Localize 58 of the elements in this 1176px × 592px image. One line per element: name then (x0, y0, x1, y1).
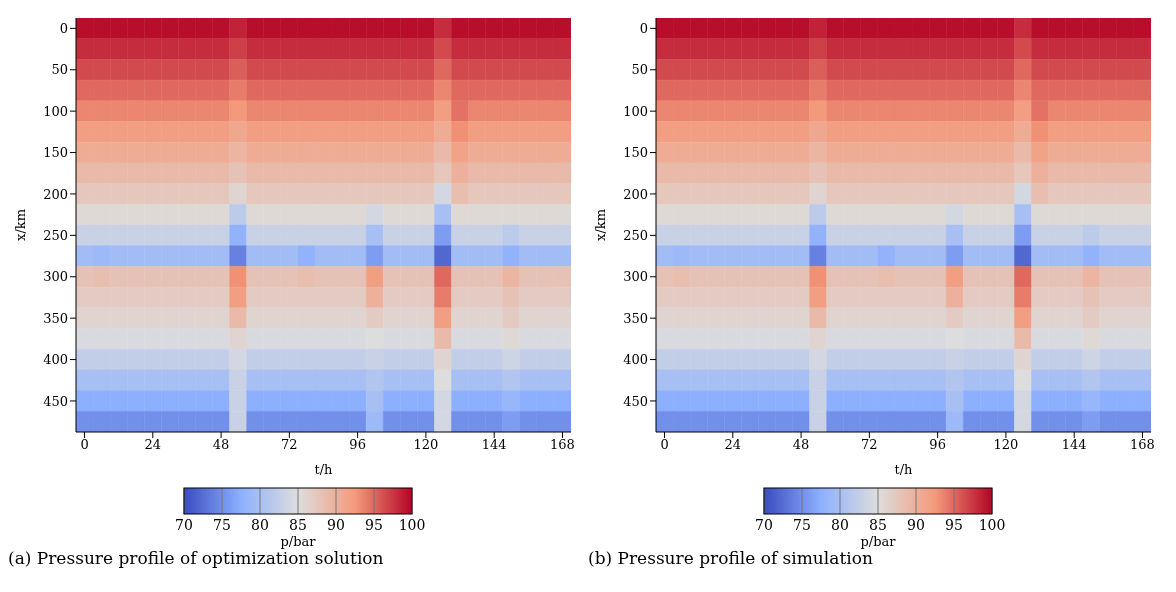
y-tick-label: 50 (51, 62, 68, 78)
y-tick-label: 50 (631, 62, 648, 78)
y-tick-label: 300 (623, 269, 648, 285)
color-bar-label: 100 (398, 517, 426, 533)
x-tick-label: 48 (792, 437, 810, 453)
x-tick-label: 48 (212, 437, 230, 453)
y-tick-label: 150 (43, 145, 68, 161)
color-bar-title: p/bar (280, 534, 317, 549)
text: (a) Pressure profile of optimization solution (8, 548, 385, 568)
y-tick-label: 100 (43, 103, 68, 119)
y-tick-label: 300 (43, 269, 68, 285)
x-tick-label: 168 (550, 437, 575, 453)
x-tick-label: 144 (481, 437, 507, 453)
y-tick-label: 200 (43, 186, 68, 202)
y-tick-label: 250 (43, 227, 68, 243)
y-tick-label: 350 (43, 310, 68, 326)
y-tick-label: 0 (639, 20, 648, 36)
color-bar-label: 70 (175, 517, 193, 533)
y-axis-title: x/km (592, 209, 608, 241)
x-axis-title: t/h (314, 462, 334, 477)
y-tick-label: 400 (623, 352, 648, 368)
color-bar-label: 85 (289, 517, 307, 533)
y-tick-label: 450 (623, 393, 648, 409)
text: (b) Pressure profile of simulation (588, 548, 873, 568)
x-tick-label: 0 (80, 437, 89, 453)
color-bar-label: 80 (831, 517, 849, 533)
color-bar-label: 75 (213, 517, 231, 533)
x-tick-label: 96 (929, 437, 946, 453)
color-bar-label: 70 (755, 517, 773, 533)
color-bar-label: 85 (869, 517, 887, 533)
y-axis-title: x/km (12, 209, 28, 241)
color-bar-label: 90 (327, 517, 345, 533)
x-axis-title: t/h (894, 462, 914, 477)
color-bar-label: 95 (365, 517, 383, 533)
x-tick-label: 168 (1130, 437, 1155, 453)
y-tick-label: 450 (43, 393, 68, 409)
color-bar-label: 95 (945, 517, 963, 533)
y-tick-label: 0 (59, 20, 68, 36)
y-tick-label: 250 (623, 227, 648, 243)
x-tick-label: 96 (349, 437, 366, 453)
x-tick-label: 120 (413, 437, 439, 453)
y-tick-label: 150 (623, 145, 648, 161)
x-tick-label: 72 (861, 437, 878, 453)
color-bar-label: 75 (793, 517, 811, 533)
x-tick-label: 144 (1061, 437, 1087, 453)
color-bar-label: 100 (978, 517, 1006, 533)
x-tick-label: 24 (144, 437, 162, 453)
color-bar-label: 90 (907, 517, 925, 533)
y-tick-label: 350 (623, 310, 648, 326)
y-tick-label: 100 (623, 103, 648, 119)
x-tick-label: 0 (660, 437, 669, 453)
color-bar-title: p/bar (860, 534, 897, 549)
y-tick-label: 200 (623, 186, 648, 202)
x-tick-label: 120 (993, 437, 1019, 453)
y-tick-label: 400 (43, 352, 68, 368)
x-tick-label: 24 (724, 437, 742, 453)
color-bar-label: 80 (251, 517, 269, 533)
x-tick-label: 72 (281, 437, 298, 453)
